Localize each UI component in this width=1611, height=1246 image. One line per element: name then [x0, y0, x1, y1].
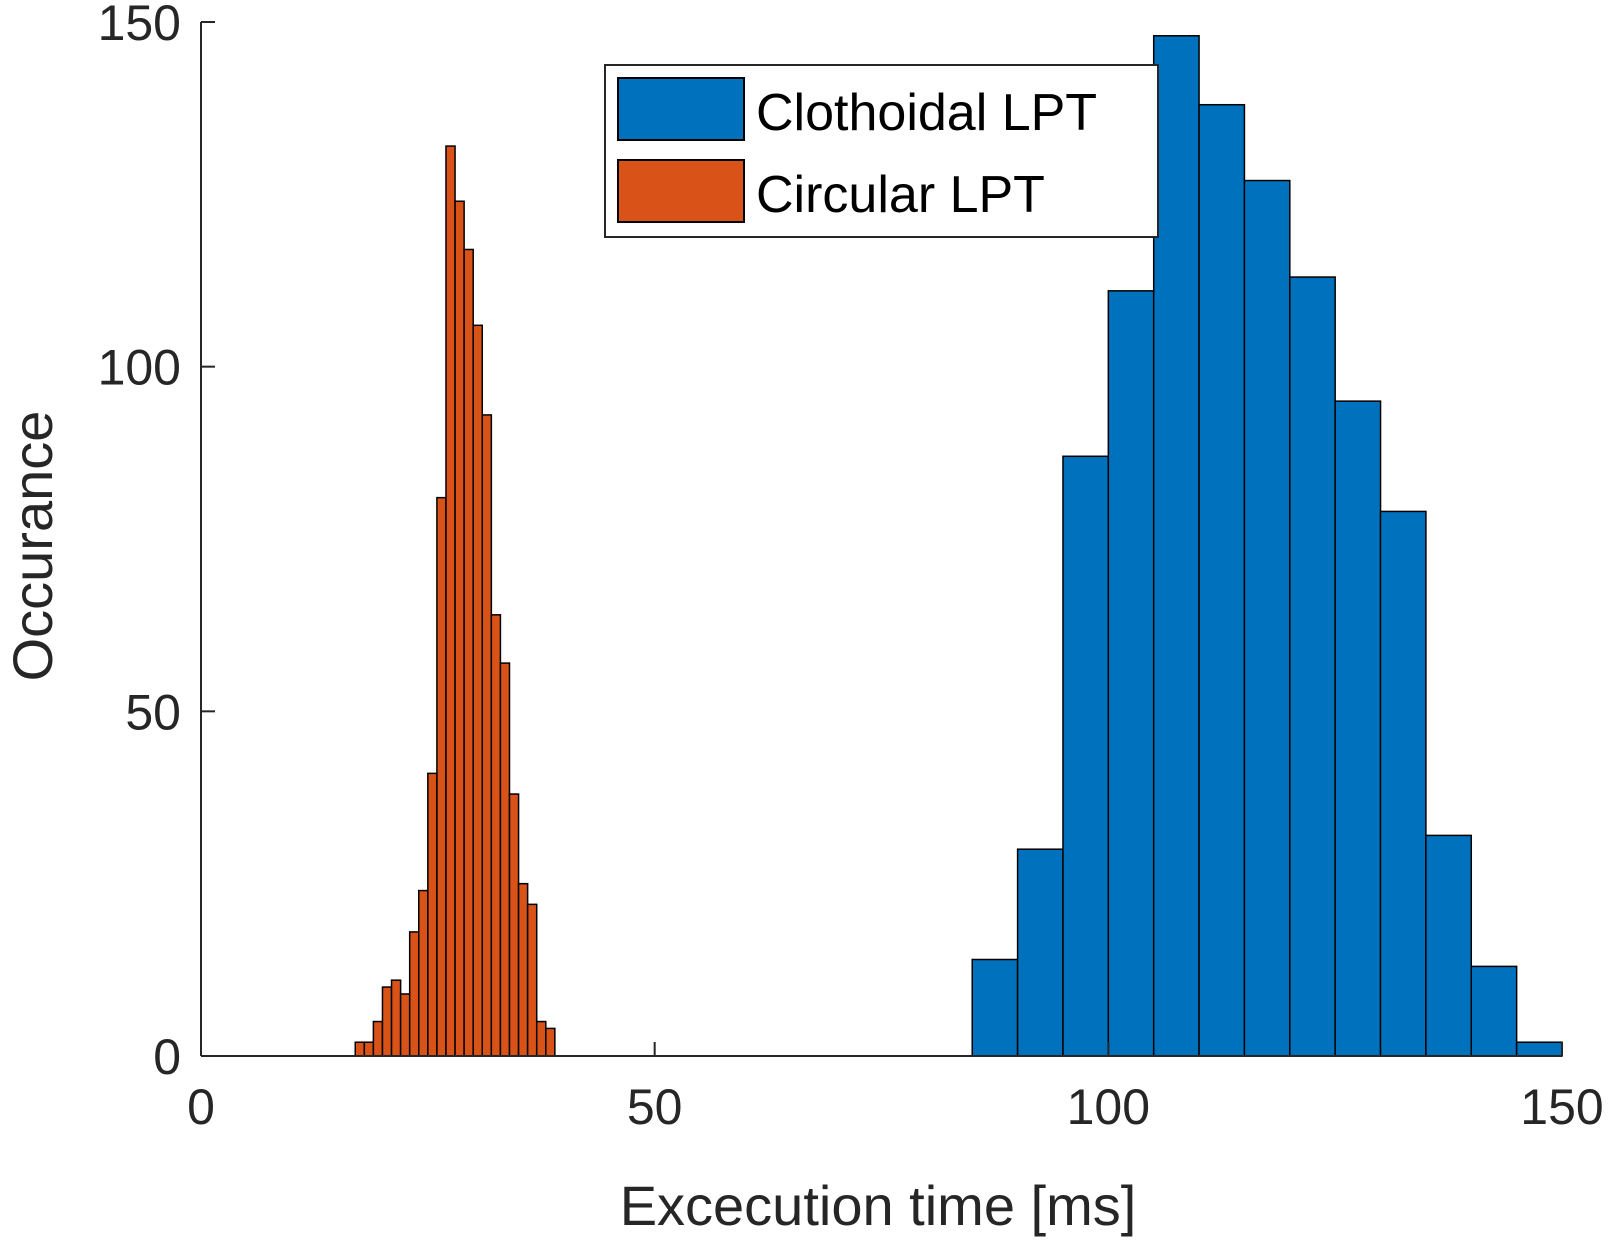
circular-bar — [499, 662, 511, 1057]
clothoidal-bar — [1152, 35, 1200, 1057]
clothoidal-bar — [971, 958, 1019, 1057]
y-tick-label: 150 — [98, 0, 181, 51]
circular-bar — [408, 931, 420, 1057]
y-tick-label: 0 — [153, 1029, 181, 1085]
clothoidal-bar — [1289, 276, 1336, 1057]
circular-bar — [463, 248, 474, 1057]
x-axis-label: Excecution time [ms] — [620, 1174, 1137, 1237]
circular-bar — [436, 496, 447, 1057]
clothoidal-bar — [1107, 290, 1155, 1057]
clothoidal-bar — [1062, 455, 1110, 1057]
circular-bar — [526, 903, 538, 1057]
circular-bar — [545, 1027, 556, 1057]
circular-bar — [418, 889, 429, 1057]
circular-bar — [454, 200, 465, 1057]
legend-label-clothoidal: Clothoidal LPT — [756, 84, 1097, 142]
legend-label-circular: Circular LPT — [756, 166, 1045, 224]
circular-bar — [508, 793, 520, 1057]
circular-bar — [472, 324, 484, 1057]
circular-bar — [399, 993, 411, 1057]
circular-bar — [481, 414, 493, 1057]
clothoidal-bar — [1334, 400, 1382, 1057]
clothoidal-bar — [1515, 1041, 1563, 1057]
circular-bar — [517, 882, 529, 1057]
circular-bar — [363, 1041, 375, 1057]
circular-bar — [381, 986, 393, 1057]
circular-bar — [490, 614, 502, 1057]
circular-bar — [427, 772, 438, 1057]
y-tick-label: 100 — [98, 340, 181, 396]
clothoidal-bar — [1425, 834, 1473, 1057]
clothoidal-bar — [1379, 510, 1427, 1057]
x-tick-label: 100 — [1067, 1079, 1150, 1135]
clothoidal-bar — [1243, 179, 1291, 1057]
circular-bar — [535, 1020, 547, 1057]
x-tick-label: 150 — [1520, 1079, 1603, 1135]
x-tick-label: 50 — [627, 1079, 683, 1135]
legend: Clothoidal LPT Circular LPT — [604, 64, 1159, 238]
circular-bar — [354, 1041, 366, 1057]
clothoidal-bar — [1198, 103, 1246, 1057]
circular-bar — [372, 1020, 384, 1057]
y-tick-label: 50 — [125, 684, 181, 740]
clothoidal-bar — [1470, 965, 1518, 1057]
y-axis-label: Occurance — [1, 411, 64, 682]
axes-layer: 0 50 100 150 0 50 100 150 — [98, 0, 1604, 1135]
clothoidal-bar — [1016, 848, 1064, 1057]
x-tick-label: 0 — [187, 1079, 215, 1135]
legend-swatch-clothoidal — [617, 77, 745, 141]
circular-bar — [445, 145, 456, 1057]
circular-bar — [390, 979, 402, 1057]
legend-swatch-circular — [617, 159, 745, 223]
bars-layer — [354, 35, 1563, 1057]
